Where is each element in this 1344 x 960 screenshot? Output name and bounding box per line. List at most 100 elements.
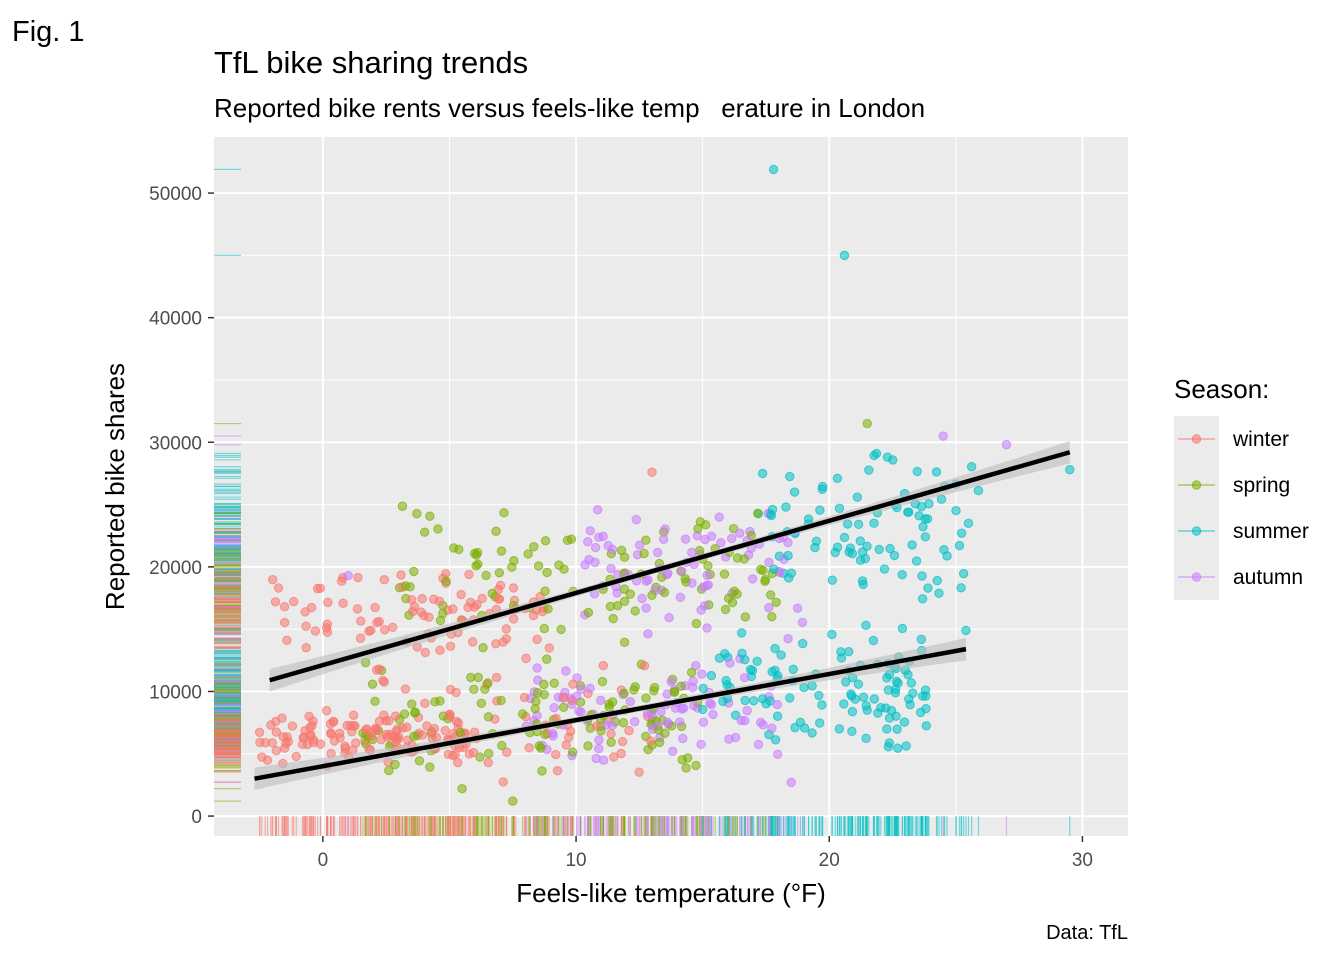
point-spring [367,679,378,689]
point-autumn [607,544,618,555]
point-summer [785,471,795,482]
point-summer [882,452,893,462]
point-summer [906,678,917,688]
point-autumn [708,709,718,720]
point-winter [277,713,287,723]
point-summer [834,503,845,514]
point-summer [885,543,895,554]
point-autumn [674,717,685,727]
point-summer [871,448,882,459]
point-summer [939,544,949,555]
point-winter [498,777,508,787]
point-autumn [739,672,750,683]
point-winter [493,594,504,604]
point-spring [641,693,651,703]
point-summer [736,628,747,638]
point-autumn [547,728,558,738]
point-summer [921,721,932,731]
point-summer [858,579,868,590]
point-winter [559,692,569,702]
point-spring [630,606,640,616]
point-winter [370,602,380,613]
point-spring [409,566,419,577]
point-winter [565,726,576,737]
point-winter [451,687,461,698]
point-winter [326,728,336,738]
legend-label-winter: winter [1232,428,1289,451]
point-winter [390,711,401,721]
point-autumn [786,777,796,788]
point-winter [379,677,389,687]
point-spring [540,586,550,596]
point-summer [861,620,871,630]
point-summer [876,702,886,713]
point-spring [653,725,664,735]
point-summer [921,691,931,701]
point-summer [847,706,858,717]
point-summer [730,710,741,720]
point-summer [911,556,922,566]
point-autumn [742,705,752,716]
point-winter [288,596,299,607]
point-winter [409,601,420,612]
point-autumn [680,534,691,544]
point-winter [367,731,377,741]
point-spring [370,696,380,706]
point-winter [321,706,332,716]
y-tick-label: 0 [191,807,202,828]
point-winter [301,643,311,653]
point-winter [266,720,276,730]
point-summer [905,699,915,710]
point-autumn [598,755,609,765]
legend-key-point-spring [1191,480,1202,490]
point-summer [815,505,825,515]
point-spring [691,618,702,629]
point-summer [814,690,824,701]
point-winter [429,594,439,604]
point-winter [270,597,281,607]
y-tick-label: 20000 [149,558,202,579]
point-autumn [630,716,640,727]
point-spring [517,709,528,719]
point-summer [839,250,850,261]
point-spring [686,667,697,678]
point-autumn [662,717,673,727]
point-winter [647,467,657,477]
axes: 0 10 20 30 0 10000 20000 30000 40000 50000 [149,184,1093,871]
point-autumn [660,524,670,534]
point-autumn [532,663,542,673]
point-winter [355,633,366,643]
point-summer [916,634,927,645]
point-summer [869,694,879,704]
point-autumn [635,540,645,550]
point-winter [400,684,411,694]
point-spring [728,523,739,534]
point-winter [464,569,474,580]
point-autumn [747,574,758,584]
point-winter [381,716,391,726]
point-winter [310,626,321,636]
x-tick-label: 0 [318,850,329,871]
point-spring [425,511,435,521]
point-summer [907,540,917,550]
point-spring [649,682,660,693]
point-spring [862,418,872,429]
x-tick-label: 20 [819,850,840,871]
point-summer [956,528,967,538]
point-autumn [580,560,590,570]
point-autumn [702,623,712,633]
point-spring [480,684,490,694]
point-autumn [637,593,647,604]
point-winter [483,757,493,768]
point-spring [543,604,553,614]
point-spring [719,569,730,579]
point-autumn [688,676,698,686]
point-summer [882,673,892,683]
point-summer [852,492,863,502]
point-winter [508,614,519,624]
point-summer [891,711,901,721]
point-winter [420,698,430,709]
point-winter [306,602,317,613]
point-autumn [612,588,622,598]
point-autumn [666,677,676,687]
